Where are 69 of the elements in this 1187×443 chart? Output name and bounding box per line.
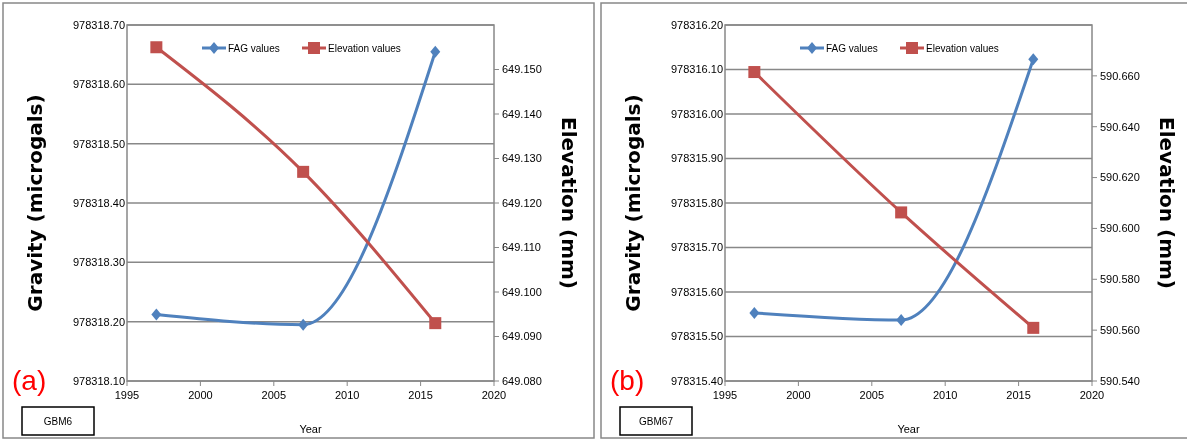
x-tick-label: 2005 [261,389,287,401]
point [895,206,908,219]
y2-tick-label: 590.540 [1100,374,1140,387]
point [150,41,163,54]
y-tick-label: 978318.60 [73,78,125,91]
point [298,318,309,331]
point [1028,53,1039,66]
y2-tick-label: 649.150 [502,63,542,76]
y2-tick-label: 649.140 [502,107,542,120]
y2-axis-title: Elevation (mm) [557,117,581,289]
x-tick-label: 2020 [1079,389,1105,401]
y2-tick-label: 649.120 [502,196,542,209]
y-tick-label: 978318.20 [73,315,125,328]
y-tick-label: 978318.40 [73,196,125,209]
point [151,308,162,321]
point [896,314,907,327]
y2-tick-label: 590.560 [1100,323,1140,336]
y2-tick-label: 649.130 [502,152,542,165]
x-axis-title: Year [299,423,322,435]
y-tick-label: 978315.50 [671,330,723,343]
y-tick-label: 978316.00 [671,107,723,120]
y-tick-label: 978318.50 [73,137,125,150]
y-tick-label: 978315.80 [671,196,723,209]
y-tick-label: 978316.10 [671,63,723,76]
y-tick-label: 978315.70 [671,241,723,254]
legend-label: FAG values [228,42,280,54]
x-tick-label: 2015 [1006,389,1031,401]
y-axis-title: Gravity (microgals) [621,94,645,312]
y2-tick-label: 590.660 [1100,69,1140,82]
y2-tick-label: 590.640 [1100,120,1140,133]
x-tick-label: 2010 [932,389,958,401]
x-tick-label: 2005 [859,389,885,401]
y2-tick-label: 649.080 [502,374,542,387]
point [430,45,441,58]
point [429,317,442,330]
x-tick-label: 2000 [786,389,811,401]
y-tick-label: 978315.90 [671,152,723,165]
x-axis-title: Year [897,423,920,435]
x-tick-label: 2020 [481,389,507,401]
text: (a) [12,365,47,396]
y2-tick-label: 590.600 [1100,222,1140,235]
legend-label: Elevation values [926,42,999,54]
y-tick-label: 978318.70 [73,18,125,31]
y-axis-title: Gravity (microgals) [23,94,47,312]
x-tick-label: 1995 [114,389,140,401]
y-tick-label: 978315.40 [671,374,723,387]
y-tick-label: 978318.30 [73,256,125,269]
legend-label: Elevation values [328,42,401,54]
point [1027,321,1040,334]
point [749,306,760,319]
y-tick-label: 978316.20 [671,18,723,31]
y-tick-label: 978318.10 [73,374,125,387]
text: (b) [610,365,645,396]
text: GBM67 [639,415,674,427]
y-tick-label: 978315.60 [671,285,723,298]
legend-label: FAG values [826,42,878,54]
y2-tick-label: 649.090 [502,330,542,343]
y2-tick-label: 590.580 [1100,273,1140,286]
x-tick-label: 2000 [188,389,213,401]
y2-tick-label: 649.100 [502,285,542,298]
point [748,66,761,79]
x-tick-label: 1995 [712,389,738,401]
y2-tick-label: 590.620 [1100,171,1140,184]
x-tick-label: 2015 [408,389,433,401]
y2-tick-label: 649.110 [502,241,541,254]
y2-axis-title: Elevation (mm) [1155,117,1179,289]
text: GBM6 [43,415,73,427]
x-tick-label: 2010 [334,389,360,401]
point [297,165,310,178]
